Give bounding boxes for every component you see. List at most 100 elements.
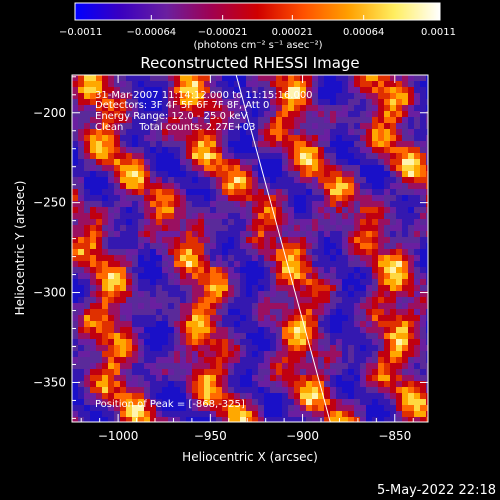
heatmap-cell bbox=[336, 81, 342, 87]
heatmap-cell bbox=[294, 207, 300, 213]
heatmap-cell bbox=[186, 225, 192, 231]
heatmap-cell bbox=[420, 339, 426, 345]
heatmap-cell bbox=[390, 147, 396, 153]
heatmap-cell bbox=[324, 231, 330, 237]
heatmap-cell bbox=[426, 225, 428, 231]
heatmap-cell bbox=[390, 363, 396, 369]
heatmap-cell bbox=[198, 111, 204, 117]
heatmap-cell bbox=[120, 231, 126, 237]
heatmap-cell bbox=[330, 219, 336, 225]
heatmap-cell bbox=[114, 363, 120, 369]
heatmap-cell bbox=[96, 87, 102, 93]
heatmap-cell bbox=[90, 333, 96, 339]
heatmap-cell bbox=[126, 315, 132, 321]
heatmap-cell bbox=[228, 165, 234, 171]
heatmap-cell bbox=[174, 291, 180, 297]
heatmap-cell bbox=[324, 309, 330, 315]
heatmap-cell bbox=[258, 219, 264, 225]
heatmap-cell bbox=[324, 159, 330, 165]
heatmap-cell bbox=[84, 351, 90, 357]
heatmap-cell bbox=[84, 129, 90, 135]
heatmap-cell bbox=[144, 351, 150, 357]
heatmap-cell bbox=[114, 105, 120, 111]
heatmap-cell bbox=[234, 345, 240, 351]
heatmap-cell bbox=[120, 345, 126, 351]
heatmap-cell bbox=[306, 141, 312, 147]
heatmap-cell bbox=[252, 105, 258, 111]
heatmap-cell bbox=[390, 207, 396, 213]
heatmap-cell bbox=[366, 249, 372, 255]
heatmap-cell bbox=[324, 357, 330, 363]
heatmap-cell bbox=[90, 279, 96, 285]
heatmap-cell bbox=[96, 183, 102, 189]
heatmap-cell bbox=[264, 393, 270, 399]
heatmap-cell bbox=[198, 237, 204, 243]
heatmap-cell bbox=[402, 351, 408, 357]
heatmap-cell bbox=[402, 357, 408, 363]
heatmap-cell bbox=[216, 333, 222, 339]
heatmap-cell bbox=[270, 393, 276, 399]
heatmap-cell bbox=[414, 375, 420, 381]
heatmap-cell bbox=[420, 243, 426, 249]
heatmap-cell bbox=[180, 417, 186, 422]
heatmap-cell bbox=[138, 405, 144, 411]
heatmap-cell bbox=[210, 327, 216, 333]
heatmap-cell bbox=[180, 165, 186, 171]
heatmap-cell bbox=[108, 261, 114, 267]
heatmap-cell bbox=[288, 291, 294, 297]
heatmap-cell bbox=[114, 315, 120, 321]
heatmap-cell bbox=[426, 201, 428, 207]
heatmap-cell bbox=[108, 399, 114, 405]
heatmap-cell bbox=[168, 369, 174, 375]
heatmap-cell bbox=[78, 243, 84, 249]
heatmap-cell bbox=[216, 327, 222, 333]
heatmap-cell bbox=[330, 201, 336, 207]
heatmap-cell bbox=[318, 75, 324, 81]
heatmap-cell bbox=[120, 201, 126, 207]
heatmap-cell bbox=[396, 159, 402, 165]
heatmap-cell bbox=[264, 195, 270, 201]
heatmap-cell bbox=[144, 255, 150, 261]
heatmap-cell bbox=[234, 177, 240, 183]
heatmap-cell bbox=[348, 387, 354, 393]
heatmap-cell bbox=[336, 201, 342, 207]
heatmap-cell bbox=[132, 315, 138, 321]
heatmap-cell bbox=[204, 255, 210, 261]
heatmap-cell bbox=[354, 219, 360, 225]
heatmap-cell bbox=[120, 291, 126, 297]
heatmap-cell bbox=[216, 105, 222, 111]
heatmap-cell bbox=[156, 327, 162, 333]
heatmap-cell bbox=[324, 399, 330, 405]
heatmap-cell bbox=[108, 183, 114, 189]
heatmap-cell bbox=[144, 381, 150, 387]
heatmap-cell bbox=[150, 147, 156, 153]
heatmap-cell bbox=[126, 411, 132, 417]
heatmap-cell bbox=[336, 321, 342, 327]
heatmap-cell bbox=[270, 333, 276, 339]
heatmap-cell bbox=[96, 285, 102, 291]
heatmap-cell bbox=[222, 351, 228, 357]
heatmap-cell bbox=[228, 135, 234, 141]
heatmap-cell bbox=[198, 261, 204, 267]
heatmap-cell bbox=[216, 411, 222, 417]
heatmap-cell bbox=[126, 399, 132, 405]
heatmap-cell bbox=[300, 159, 306, 165]
heatmap-cell bbox=[90, 315, 96, 321]
heatmap-cell bbox=[90, 339, 96, 345]
heatmap-cell bbox=[168, 123, 174, 129]
heatmap-cell bbox=[186, 243, 192, 249]
heatmap-cell bbox=[96, 225, 102, 231]
heatmap-cell bbox=[252, 339, 258, 345]
heatmap-cell bbox=[180, 297, 186, 303]
heatmap-cell bbox=[192, 285, 198, 291]
heatmap-cell bbox=[360, 207, 366, 213]
heatmap-cell bbox=[300, 291, 306, 297]
heatmap-cell bbox=[276, 159, 282, 165]
heatmap-cell bbox=[378, 195, 384, 201]
heatmap-cell bbox=[384, 315, 390, 321]
heatmap-cell bbox=[330, 147, 336, 153]
heatmap-cell bbox=[144, 111, 150, 117]
heatmap-cell bbox=[282, 105, 288, 111]
heatmap-cell bbox=[132, 117, 138, 123]
heatmap-cell bbox=[234, 183, 240, 189]
